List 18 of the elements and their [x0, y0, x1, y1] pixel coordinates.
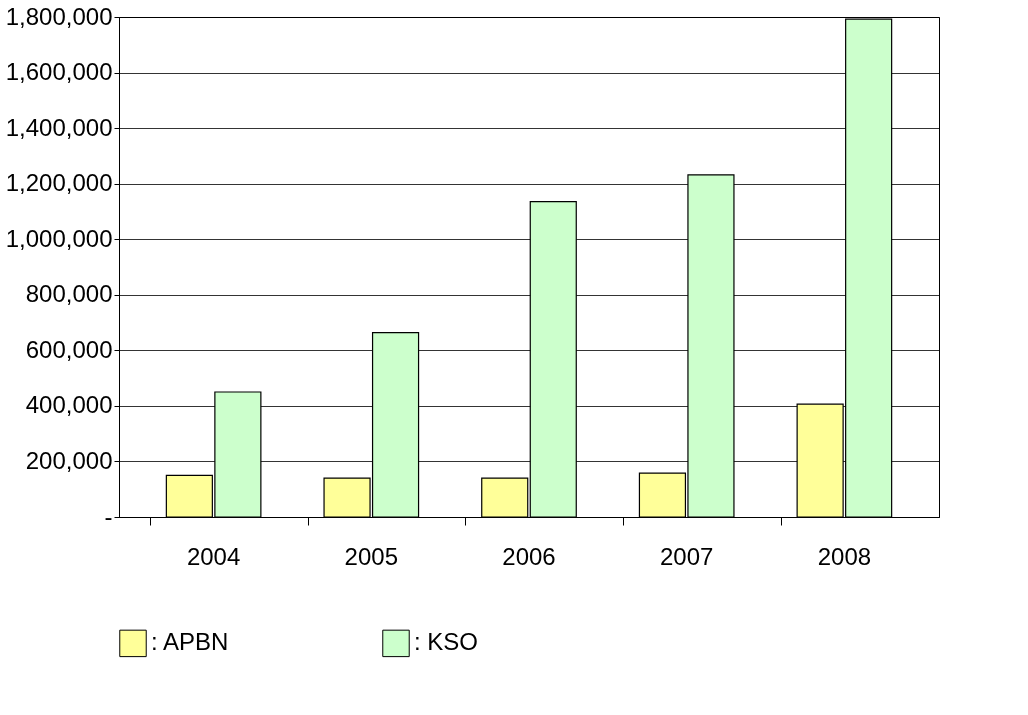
y-tick-label: - [104, 502, 113, 530]
y-tick-label: 1,000,000 [5, 224, 113, 252]
legend-label: : APBN [151, 628, 229, 656]
y-tick-label: 800,000 [25, 280, 113, 308]
x-tick-label: 2008 [817, 542, 872, 570]
y-tick-label: 1,800,000 [5, 2, 113, 30]
x-tick-label: 2004 [186, 542, 241, 570]
y-tick-label: 1,200,000 [5, 169, 113, 197]
x-tick-label: 2005 [344, 542, 398, 570]
y-tick-label: 600,000 [25, 335, 113, 363]
x-tick-label: 2007 [660, 542, 714, 570]
legend-label: : KSO [414, 628, 479, 656]
y-tick-label: 200,000 [25, 446, 113, 474]
x-tick-label: 2006 [502, 542, 556, 570]
y-tick-label: 1,400,000 [5, 113, 113, 141]
y-tick-label: 400,000 [25, 391, 113, 419]
bar [481, 477, 529, 518]
y-tick-label: 1,600,000 [5, 58, 113, 86]
